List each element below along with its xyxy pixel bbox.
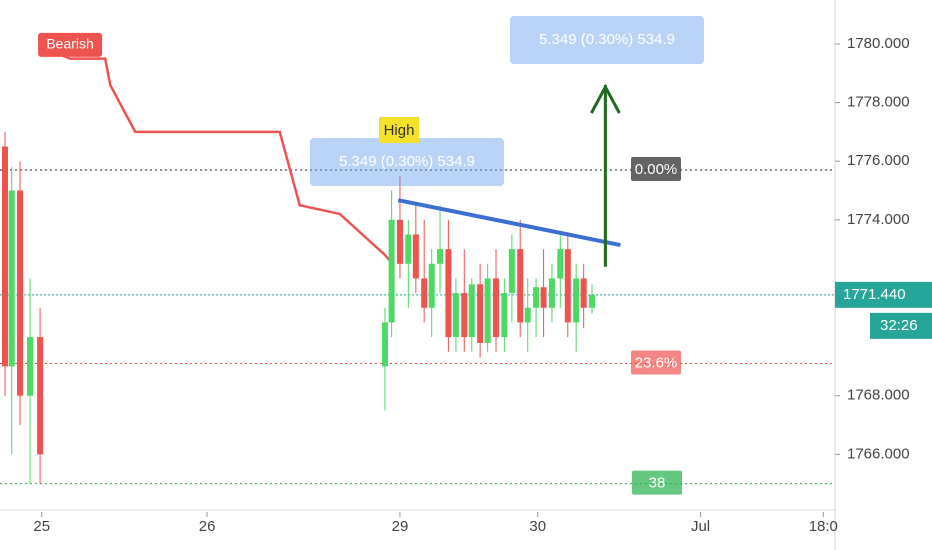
y-tick-label: 1768.000 [847,387,910,404]
measure-label: 5.349 (0.30%) 534.9 [339,153,475,170]
candle-body [517,249,524,323]
x-tick-label: Jul [691,518,710,535]
candle-body [421,278,428,308]
level-label-box [631,350,681,375]
y-tick-label: 1766.000 [847,445,910,462]
x-tick-label: 18:0 [809,518,838,535]
x-tick-label: 29 [392,518,409,535]
candle-body [437,249,444,264]
measure-box [510,16,704,64]
candle-body [548,278,555,308]
countdown-label: 32:26 [880,317,918,334]
high-label: High [384,122,415,139]
candle-body [524,307,531,323]
candle-body [477,284,484,343]
candle-body [508,249,515,294]
candle-body [412,234,419,279]
candle-body [580,278,587,308]
x-tick-label: 30 [529,518,546,535]
y-tick-label: 1780.000 [847,35,910,52]
high-box [379,117,419,143]
candle-body [573,278,580,323]
candle-body [17,190,24,396]
level-label: 23.6% [635,354,678,371]
indicator-line [39,45,391,262]
candle-body [381,322,388,367]
candle-body [492,278,499,338]
measure-box [310,138,504,186]
candle-body [8,190,15,367]
candle-body [445,249,452,338]
countdown-box [870,312,932,339]
candle-body [468,284,475,338]
candle-body [540,287,547,308]
arrow-head [590,83,621,114]
y-tick-label: 1774.000 [847,211,910,228]
candle-body [564,249,571,323]
candle-body [405,234,412,264]
measure-label: 5.349 (0.30%) 534.9 [539,31,675,48]
y-tick-label: 1776.000 [847,152,910,169]
series-label: Bearish [46,36,93,52]
level-label-box [632,470,682,495]
candle-body [501,293,508,338]
last-price-box [835,281,932,308]
candle-body [428,263,435,308]
candle-body [396,219,403,264]
x-tick-label: 25 [33,518,50,535]
candle-body [461,293,468,338]
level-label: 0.00% [635,161,678,178]
series-label-box [38,32,103,57]
candle-body [533,287,540,308]
level-label: 38 [649,475,666,492]
y-tick-label: 1778.000 [847,94,910,111]
x-tick-label: 26 [199,518,216,535]
level-label-box [631,157,681,181]
candle-body [27,337,34,396]
candle-body [452,293,459,338]
candle-body [388,219,395,323]
last-price-label: 1771.440 [843,286,906,303]
candle-body [557,249,564,279]
trendline [397,198,621,247]
candle-body [589,294,596,308]
candle-body [2,146,9,367]
candle-body [484,278,491,343]
candle-body [37,337,44,455]
